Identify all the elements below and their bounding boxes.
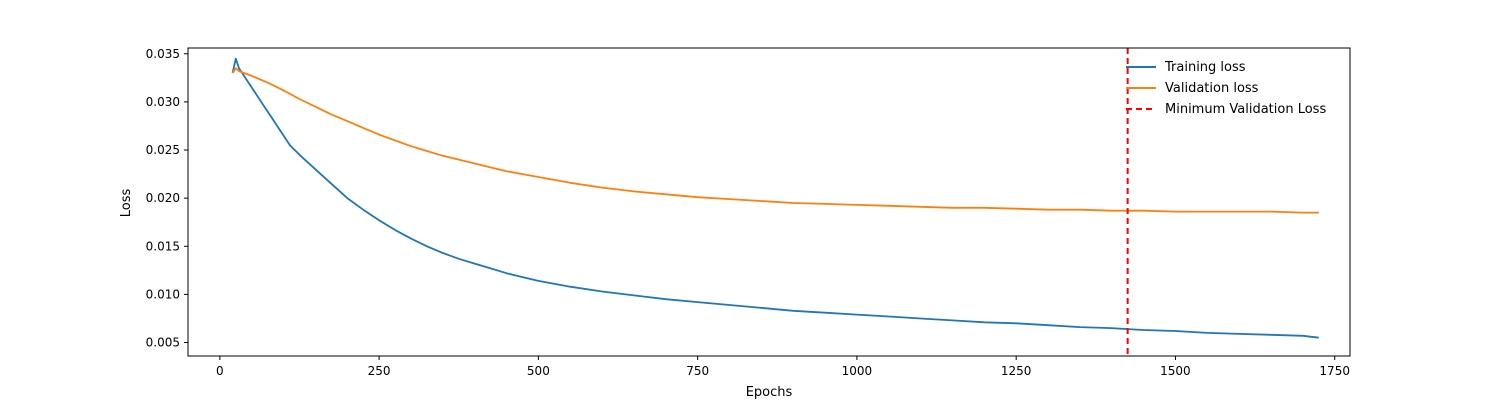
legend: Training loss Validation loss Minimum Vali…: [1126, 60, 1326, 117]
y-axis-label: Loss: [119, 189, 134, 218]
x-tick-label: 1750: [1319, 364, 1350, 378]
legend-label: Validation loss: [1165, 81, 1259, 96]
x-axis-ticks: 0 250 500 750 1000 1250 1500 1750: [216, 356, 1350, 378]
plot-frame: [187, 47, 1351, 357]
y-tick-label: 0.015: [146, 239, 180, 253]
y-tick-label: 0.025: [146, 143, 180, 157]
y-tick-label: 0.010: [146, 287, 180, 301]
x-tick-label: 1000: [842, 364, 873, 378]
x-tick-label: 250: [368, 364, 391, 378]
x-tick-label: 1500: [1160, 364, 1191, 378]
legend-label: Training loss: [1164, 60, 1246, 75]
series-layer: [231, 48, 1319, 356]
y-tick-label: 0.035: [146, 47, 180, 61]
x-axis-label: Epochs: [746, 385, 793, 400]
series-line-validation-loss: [231, 67, 1319, 214]
legend-label: Minimum Validation Loss: [1165, 102, 1326, 117]
series-line-training-loss: [231, 57, 1319, 339]
y-axis-ticks: 0.005 0.010 0.015 0.020 0.025 0.030 0.035: [146, 47, 188, 350]
y-tick-label: 0.030: [146, 95, 180, 109]
x-tick-label: 500: [527, 364, 550, 378]
y-tick-label: 0.005: [146, 336, 180, 350]
x-tick-label: 0: [216, 364, 224, 378]
x-tick-label: 750: [686, 364, 709, 378]
x-tick-label: 1250: [1001, 364, 1032, 378]
y-tick-label: 0.020: [146, 191, 180, 205]
